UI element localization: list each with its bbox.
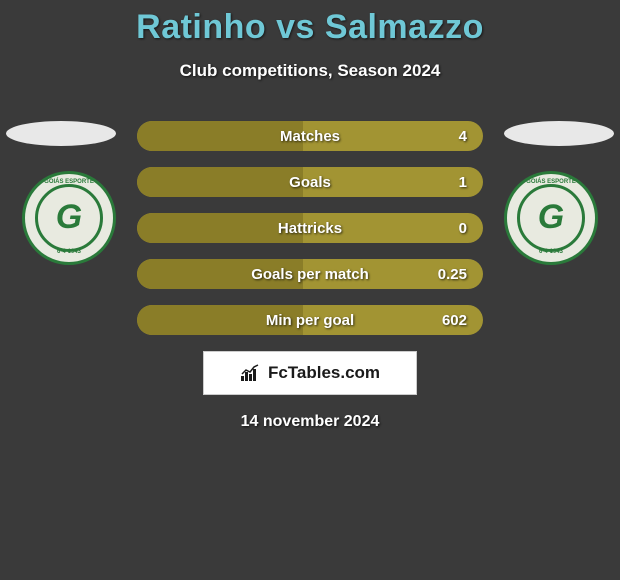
comparison-main: GOIÁS ESPORTE G 6-4-1943 GOIÁS ESPORTE G… xyxy=(0,121,620,431)
stat-value: 1 xyxy=(459,174,467,191)
stat-value: 4 xyxy=(459,128,467,145)
stats-container: Matches 4 Goals 1 Hattricks 0 Goals per … xyxy=(137,121,483,335)
badge-left-top-text: GOIÁS ESPORTE xyxy=(44,179,94,185)
stat-label: Goals per match xyxy=(251,266,369,283)
page-title: Ratinho vs Salmazzo xyxy=(0,0,620,47)
stat-value: 602 xyxy=(442,312,467,329)
stat-label: Hattricks xyxy=(278,220,342,237)
player-avatar-right xyxy=(504,121,614,146)
stat-row-goals-per-match: Goals per match 0.25 xyxy=(137,259,483,289)
subtitle: Club competitions, Season 2024 xyxy=(0,61,620,81)
badge-left-bottom-text: 6-4-1943 xyxy=(57,249,81,255)
stat-label: Min per goal xyxy=(266,312,354,329)
badge-left-letter: G xyxy=(56,204,82,231)
stat-row-min-per-goal: Min per goal 602 xyxy=(137,305,483,335)
stat-row-hattricks: Hattricks 0 xyxy=(137,213,483,243)
club-badge-right: GOIÁS ESPORTE G 6-4-1943 xyxy=(504,171,598,265)
stat-value: 0.25 xyxy=(438,266,467,283)
club-badge-left: GOIÁS ESPORTE G 6-4-1943 xyxy=(22,171,116,265)
badge-right-top-text: GOIÁS ESPORTE xyxy=(526,179,576,185)
club-badge-left-inner: GOIÁS ESPORTE G 6-4-1943 xyxy=(35,184,103,252)
badge-right-letter: G xyxy=(538,204,564,231)
brand-text: FcTables.com xyxy=(268,363,380,383)
stat-row-matches: Matches 4 xyxy=(137,121,483,151)
club-badge-right-inner: GOIÁS ESPORTE G 6-4-1943 xyxy=(517,184,585,252)
chart-icon xyxy=(240,364,262,382)
stat-value: 0 xyxy=(459,220,467,237)
player-avatar-left xyxy=(6,121,116,146)
stat-label: Goals xyxy=(289,174,331,191)
stat-row-goals: Goals 1 xyxy=(137,167,483,197)
stat-fill xyxy=(137,121,303,151)
date-text: 14 november 2024 xyxy=(0,413,620,431)
badge-right-bottom-text: 6-4-1943 xyxy=(539,249,563,255)
brand-box[interactable]: FcTables.com xyxy=(203,351,417,395)
stat-fill xyxy=(137,167,303,197)
stat-label: Matches xyxy=(280,128,340,145)
